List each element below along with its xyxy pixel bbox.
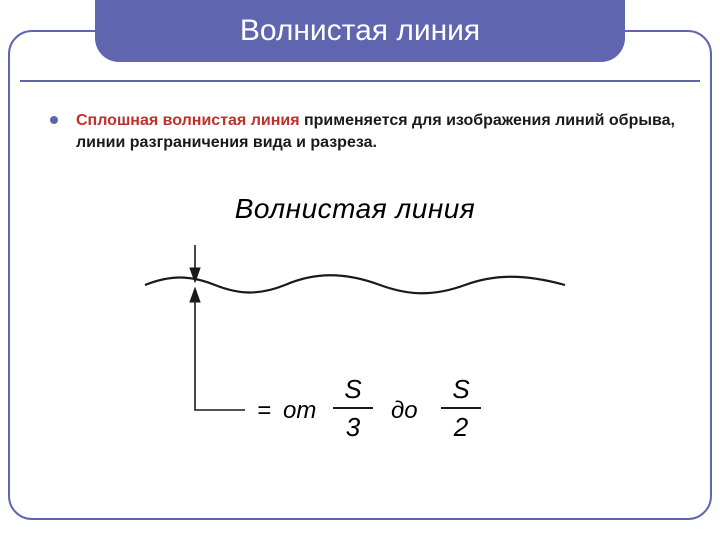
formula-from: от: [283, 397, 316, 424]
content-area: Сплошная волнистая линия применяется для…: [50, 110, 680, 153]
formula-eq: =: [257, 397, 271, 424]
bullet-dot-icon: [50, 116, 58, 124]
diagram-caption: Волнистая линия: [235, 193, 476, 224]
dimension-arrows-icon: [190, 245, 200, 325]
title-band: Волнистая линия: [95, 0, 625, 62]
diagram: Волнистая линия = от S 3 до S 2: [135, 190, 575, 470]
wavy-line-icon: [145, 275, 565, 293]
leader-line-icon: [195, 325, 245, 410]
formula-num1: S: [344, 374, 362, 404]
slide-title: Волнистая линия: [240, 14, 480, 48]
horizontal-rule: [20, 80, 700, 82]
formula-num2: S: [452, 374, 470, 404]
formula-to: до: [391, 397, 418, 424]
bullet-highlight: Сплошная волнистая линия: [76, 112, 300, 129]
bullet-text: Сплошная волнистая линия применяется для…: [76, 110, 680, 153]
formula-den1: 3: [346, 412, 361, 442]
formula-den2: 2: [453, 412, 469, 442]
formula: = от S 3 до S 2: [257, 374, 481, 442]
bullet-item: Сплошная волнистая линия применяется для…: [50, 110, 680, 153]
